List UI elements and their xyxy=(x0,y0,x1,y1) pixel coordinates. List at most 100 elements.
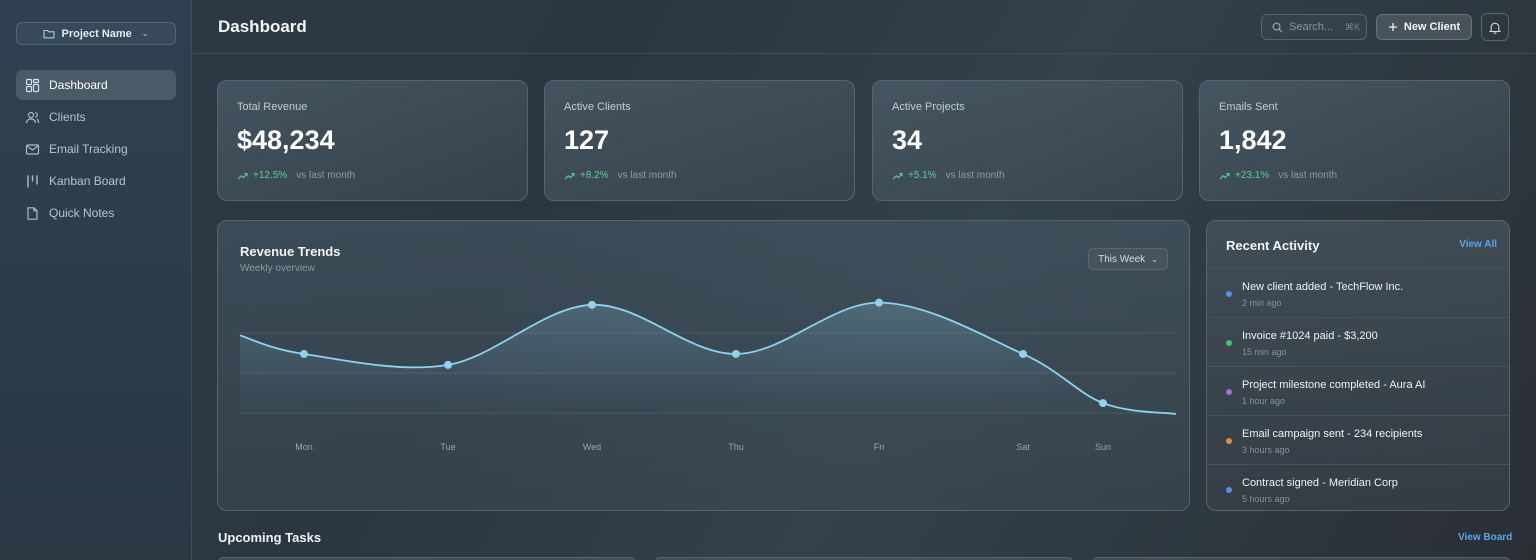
activity-text: Contract signed - Meridian Corp xyxy=(1242,477,1398,489)
activity-item[interactable]: Email campaign sent - 234 recipients 3 h… xyxy=(1207,416,1509,465)
bell-icon xyxy=(1489,22,1501,34)
stat-compare: vs last month xyxy=(296,170,356,181)
x-tick-label: Tue xyxy=(440,442,455,452)
activity-time: 15 min ago xyxy=(1242,347,1287,357)
chart-title: Revenue Trends xyxy=(240,244,341,259)
note-icon xyxy=(27,206,38,220)
x-tick-label: Mon xyxy=(295,442,313,452)
sidebar-item-label: Quick Notes xyxy=(49,206,115,220)
sidebar-item-label: Kanban Board xyxy=(49,174,126,188)
activity-dot xyxy=(1226,487,1232,493)
trend-up-icon xyxy=(564,172,575,179)
sidebar-nav: Dashboard Clients Email Tracking Kanban … xyxy=(16,70,176,230)
stat-card-active-projects: Active Projects 34 +5.1% vs last month xyxy=(872,80,1183,201)
stat-value: 127 xyxy=(564,125,610,155)
chart-subtitle: Weekly overview xyxy=(240,263,315,274)
plus-icon xyxy=(1388,23,1397,31)
view-board-link[interactable]: View Board xyxy=(1458,532,1513,543)
trend-up-icon xyxy=(237,172,248,179)
mail-icon xyxy=(25,143,40,155)
activity-dot xyxy=(1226,389,1232,395)
activity-dot xyxy=(1226,438,1232,444)
range-select[interactable]: This Week ⌄ xyxy=(1088,248,1168,270)
stat-delta-value: +12.5% xyxy=(253,170,288,181)
trend-up-icon xyxy=(892,172,903,179)
kanban-icon xyxy=(27,174,38,188)
stat-value: $48,234 xyxy=(237,125,335,155)
folder-icon xyxy=(43,29,56,39)
stat-label: Active Clients xyxy=(564,101,631,113)
activity-time: 2 min ago xyxy=(1242,298,1282,308)
recent-activity-card: Recent Activity View All New client adde… xyxy=(1206,220,1510,511)
stat-card-emails-sent: Emails Sent 1,842 +23.1% vs last month xyxy=(1199,80,1510,201)
stat-delta-value: +23.1% xyxy=(1235,170,1270,181)
activity-text: New client added - TechFlow Inc. xyxy=(1242,281,1404,293)
data-point-thu xyxy=(732,349,740,358)
sidebar-item-quick-notes[interactable]: Quick Notes xyxy=(16,198,176,228)
new-client-button[interactable]: New Client xyxy=(1376,14,1472,40)
sidebar-item-email-tracking[interactable]: Email Tracking xyxy=(16,134,176,164)
activity-item[interactable]: New client added - TechFlow Inc. 2 min a… xyxy=(1207,269,1509,318)
activity-dot xyxy=(1226,340,1232,346)
stat-label: Total Revenue xyxy=(237,101,308,113)
series-area xyxy=(240,302,1176,414)
sidebar-item-clients[interactable]: Clients xyxy=(16,102,176,132)
activity-item[interactable]: Project milestone completed - Aura AI 1 … xyxy=(1207,367,1509,416)
activity-title: Recent Activity xyxy=(1226,238,1320,253)
stat-delta: +8.2% vs last month xyxy=(564,170,677,181)
search-placeholder: Search... xyxy=(1289,21,1334,33)
top-bar: Dashboard Search... ⌘K New Client xyxy=(193,0,1536,54)
chevron-down-icon: ⌄ xyxy=(1151,254,1158,264)
activity-dot xyxy=(1226,291,1232,297)
activity-item[interactable]: Invoice #1024 paid - $3,200 15 min ago xyxy=(1207,318,1509,367)
range-label: This Week xyxy=(1098,253,1146,265)
activity-time: 5 hours ago xyxy=(1242,494,1290,504)
sidebar: Project Name ⌄ Dashboard Clients Email T… xyxy=(0,0,192,560)
stat-value: 34 xyxy=(892,125,923,155)
stat-delta-value: +8.2% xyxy=(580,170,609,181)
dashboard-icon xyxy=(25,78,40,92)
data-point-wed xyxy=(588,300,596,309)
stat-delta: +12.5% vs last month xyxy=(237,170,355,181)
stat-card-total-revenue: Total Revenue $48,234 +12.5% vs last mon… xyxy=(217,80,528,201)
activity-text: Email campaign sent - 234 recipients xyxy=(1242,428,1423,440)
activity-text: Invoice #1024 paid - $3,200 xyxy=(1242,330,1378,342)
stat-value: 1,842 xyxy=(1219,125,1287,155)
x-tick-label: Fri xyxy=(874,442,885,452)
series-line xyxy=(239,301,1177,415)
sidebar-item-label: Dashboard xyxy=(49,78,108,92)
stat-compare: vs last month xyxy=(945,170,1005,181)
notifications-button[interactable] xyxy=(1481,13,1509,41)
users-icon xyxy=(25,111,40,123)
activity-time: 1 hour ago xyxy=(1242,396,1286,406)
activity-item[interactable]: Contract signed - Meridian Corp 5 hours … xyxy=(1207,465,1509,510)
sidebar-item-label: Email Tracking xyxy=(49,142,128,156)
search-shortcut: ⌘K xyxy=(1345,21,1361,32)
project-selector[interactable]: Project Name ⌄ xyxy=(16,22,176,45)
sidebar-item-dashboard[interactable]: Dashboard xyxy=(16,70,176,100)
data-point-mon xyxy=(300,349,308,358)
search-icon xyxy=(1272,22,1283,32)
data-point-fri xyxy=(875,298,883,307)
data-point-tue xyxy=(444,360,452,369)
stat-compare: vs last month xyxy=(1278,170,1338,181)
sidebar-item-label: Clients xyxy=(49,110,86,124)
stat-label: Emails Sent xyxy=(1219,101,1278,113)
search-input[interactable]: Search... ⌘K xyxy=(1261,14,1367,40)
revenue-chart: Mon Tue Wed Thu Fri Sat Sun xyxy=(239,298,1177,452)
x-tick-label: Thu xyxy=(728,442,744,452)
chevron-down-icon: ⌄ xyxy=(141,29,149,38)
sidebar-item-kanban-board[interactable]: Kanban Board xyxy=(16,166,176,196)
x-tick-label: Sat xyxy=(1016,442,1030,452)
revenue-chart-card: Revenue Trends Weekly overview This Week… xyxy=(217,220,1190,511)
trend-up-icon xyxy=(1219,172,1230,179)
view-all-link[interactable]: View All xyxy=(1459,239,1497,250)
stat-compare: vs last month xyxy=(617,170,677,181)
stat-label: Active Projects xyxy=(892,101,965,113)
upcoming-tasks-title: Upcoming Tasks xyxy=(218,530,322,545)
x-tick-label: Wed xyxy=(583,442,601,452)
data-point-sun xyxy=(1099,399,1107,408)
data-point-sat xyxy=(1019,349,1027,358)
activity-text: Project milestone completed - Aura AI xyxy=(1242,379,1426,391)
activity-list: New client added - TechFlow Inc. 2 min a… xyxy=(1207,268,1509,510)
